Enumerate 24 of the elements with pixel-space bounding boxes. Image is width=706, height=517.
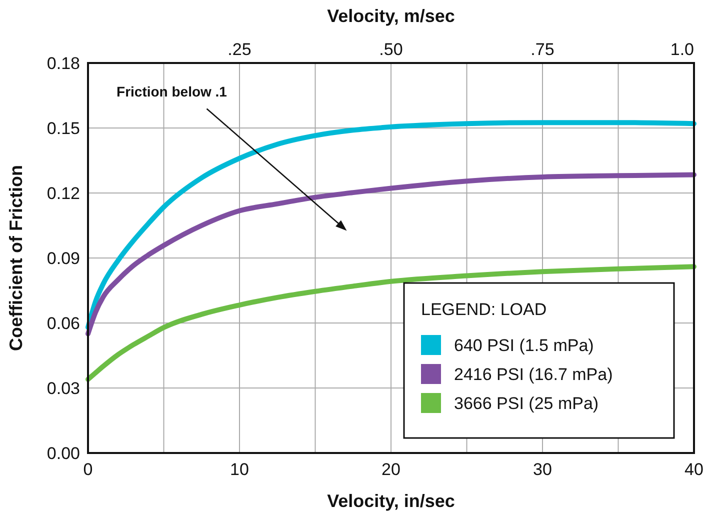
- legend-label: 640 PSI (1.5 mPa): [454, 336, 594, 355]
- y-tick-label: 0.06: [46, 314, 80, 333]
- x-tick-label: 40: [684, 460, 704, 479]
- x-tick-label: 10: [230, 460, 249, 479]
- y-tick-label: 0.03: [46, 378, 80, 398]
- x2-tick-label: .25: [228, 40, 252, 59]
- legend-title: LEGEND: LOAD: [421, 300, 547, 319]
- y-axis-title: Coefficient of Friction: [6, 165, 26, 351]
- x-tick-label: 0: [83, 460, 93, 479]
- y-tick-label: 0.18: [46, 54, 80, 73]
- x2-tick-label: .75: [530, 40, 554, 59]
- y-tick-label: 0.15: [46, 118, 80, 138]
- legend-label: 3666 PSI (25 mPa): [454, 394, 599, 413]
- annotation: Friction below .1: [116, 84, 228, 100]
- x2-tick-label: .50: [379, 40, 403, 59]
- x-tick-label: 30: [533, 460, 552, 479]
- y-tick-label: 0.00: [46, 444, 80, 463]
- x-tick-label: 20: [382, 460, 400, 479]
- x2-tick-label: 1.0: [670, 40, 694, 59]
- x-axis-title: Velocity, in/sec: [327, 491, 455, 511]
- y-tick-label: 0.12: [46, 184, 80, 203]
- y-tick-label: 0.09: [46, 248, 80, 268]
- legend-label: 2416 PSI (16.7 mPa): [454, 364, 613, 384]
- x2-axis-title: Velocity, m/sec: [327, 6, 455, 26]
